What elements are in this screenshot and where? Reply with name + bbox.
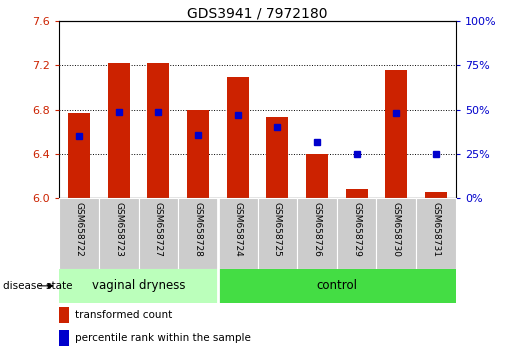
Bar <box>218 198 258 269</box>
Bar <box>218 269 456 303</box>
Bar <box>297 198 337 269</box>
Bar <box>99 198 139 269</box>
Text: GSM658724: GSM658724 <box>233 202 242 257</box>
Text: GSM658730: GSM658730 <box>392 202 401 257</box>
Bar <box>227 76 249 198</box>
Text: transformed count: transformed count <box>75 310 173 320</box>
Text: GSM658731: GSM658731 <box>432 202 440 257</box>
Text: GSM658729: GSM658729 <box>352 202 361 257</box>
Text: GSM658723: GSM658723 <box>114 202 123 257</box>
Bar <box>139 198 178 269</box>
Bar <box>68 113 90 198</box>
Bar <box>187 110 209 198</box>
Text: GSM658722: GSM658722 <box>75 202 83 257</box>
Text: GSM658727: GSM658727 <box>154 202 163 257</box>
Text: GSM658728: GSM658728 <box>194 202 202 257</box>
Bar <box>385 70 407 198</box>
Bar <box>337 198 376 269</box>
Bar <box>59 269 218 303</box>
Bar <box>59 198 99 269</box>
Text: percentile rank within the sample: percentile rank within the sample <box>75 333 251 343</box>
Title: GDS3941 / 7972180: GDS3941 / 7972180 <box>187 6 328 20</box>
Bar <box>147 63 169 198</box>
Bar <box>178 198 218 269</box>
Text: GSM658725: GSM658725 <box>273 202 282 257</box>
Bar <box>376 198 416 269</box>
Bar <box>108 63 130 198</box>
Bar <box>425 192 447 198</box>
Bar <box>306 154 328 198</box>
Bar <box>416 198 456 269</box>
Bar <box>59 330 69 346</box>
Bar <box>59 307 69 324</box>
Bar <box>266 118 288 198</box>
Text: disease state: disease state <box>3 281 72 291</box>
Text: vaginal dryness: vaginal dryness <box>92 279 185 292</box>
Text: GSM658726: GSM658726 <box>313 202 321 257</box>
Text: control: control <box>316 279 357 292</box>
Bar <box>346 189 368 198</box>
Bar <box>258 198 297 269</box>
